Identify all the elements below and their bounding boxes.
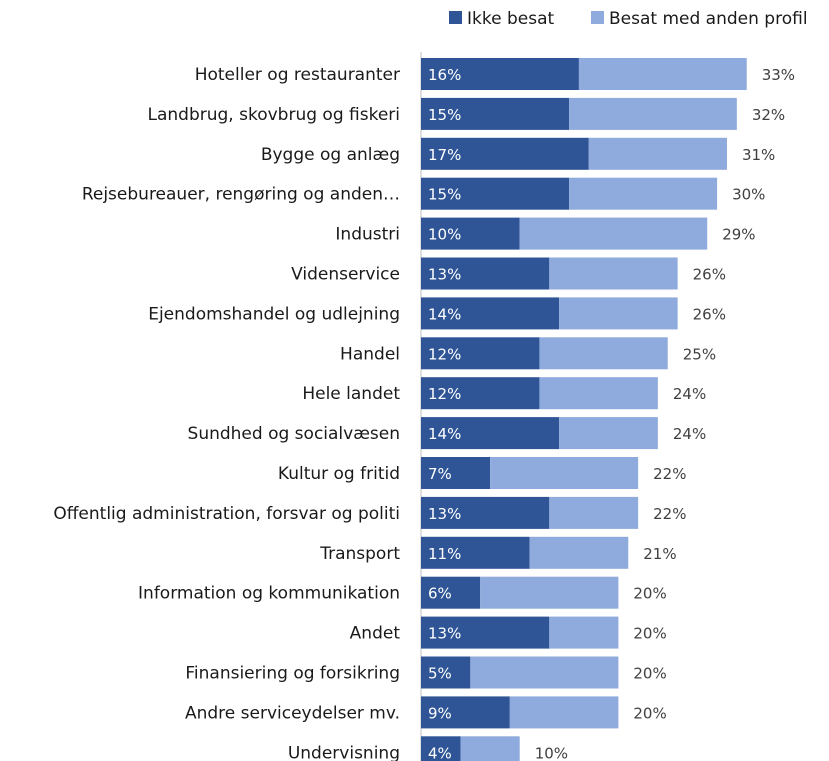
bar-anden-profil-hoteller-og-restauranter bbox=[578, 58, 747, 90]
bar-anden-profil-information-og-kommunikation bbox=[480, 576, 619, 609]
data-label-ikke-besat-undervisning: 4% bbox=[428, 744, 452, 761]
legend: Ikke besat Besat med anden profil bbox=[449, 9, 808, 29]
data-label-ikke-besat-videnservice: 13% bbox=[428, 266, 461, 284]
data-label-total-finansiering-og-forsikring: 20% bbox=[633, 665, 666, 683]
bar-ikke-besat-videnservice bbox=[421, 257, 550, 290]
bar-anden-profil-hele-landet bbox=[539, 377, 658, 410]
data-label-ikke-besat-hoteller-og-restauranter: 16% bbox=[428, 66, 461, 84]
bar-ikke-besat-rejsebureauer-rengøring-og-anden bbox=[421, 177, 570, 210]
bar-anden-profil-handel bbox=[539, 337, 668, 370]
bar-anden-profil-ejendomshandel-og-udlejning bbox=[559, 297, 678, 330]
category-label-andre-serviceydelser-mv: Andre serviceydelser mv. bbox=[185, 703, 400, 723]
category-label-kultur-og-fritid: Kultur og fritid bbox=[278, 464, 400, 484]
bar-ikke-besat-andet bbox=[421, 616, 550, 649]
data-label-total-rejsebureauer-rengøring-og-anden: 30% bbox=[732, 186, 765, 204]
category-label-rejsebureauer-rengøring-og-anden: Rejsebureauer, rengøring og anden… bbox=[82, 185, 400, 205]
bar-anden-profil-sundhed-og-socialvæsen bbox=[559, 417, 658, 450]
category-label-information-og-kommunikation: Information og kommunikation bbox=[138, 584, 400, 604]
data-label-ikke-besat-bygge-og-anlæg: 17% bbox=[428, 146, 461, 164]
data-label-total-andre-serviceydelser-mv: 20% bbox=[633, 704, 666, 722]
legend-swatch-ikke-besat bbox=[449, 11, 462, 24]
bar-anden-profil-kultur-og-fritid bbox=[490, 457, 639, 489]
bar-ikke-besat-offentlig-administration-forsvar-og-politi bbox=[421, 496, 550, 529]
category-label-hoteller-og-restauranter: Hoteller og restauranter bbox=[195, 65, 400, 85]
data-label-total-hoteller-og-restauranter: 33% bbox=[762, 66, 795, 84]
bar-ikke-besat-undervisning bbox=[421, 736, 461, 761]
data-label-ikke-besat-transport: 11% bbox=[428, 545, 461, 563]
category-label-sundhed-og-socialvæsen: Sundhed og socialvæsen bbox=[188, 424, 400, 444]
bar-ikke-besat-finansiering-og-forsikring bbox=[421, 656, 471, 689]
bar-ikke-besat-information-og-kommunikation bbox=[421, 576, 481, 609]
data-label-total-andet: 20% bbox=[633, 625, 666, 643]
bar-ikke-besat-kultur-og-fritid bbox=[421, 457, 491, 489]
bar-anden-profil-industri bbox=[519, 217, 708, 250]
bars-group: Hoteller og restauranter 16% 33% Landbrug, … bbox=[53, 58, 795, 761]
bar-ikke-besat-transport bbox=[421, 536, 530, 569]
bar-anden-profil-andre-serviceydelser-mv bbox=[509, 696, 619, 729]
data-label-ikke-besat-industri: 10% bbox=[428, 226, 461, 244]
data-label-ikke-besat-kultur-og-fritid: 7% bbox=[428, 465, 452, 483]
bar-anden-profil-offentlig-administration-forsvar-og-politi bbox=[549, 496, 639, 529]
bar-anden-profil-landbrug-skovbrug-og-fiskeri bbox=[569, 97, 737, 130]
data-label-total-transport: 21% bbox=[643, 545, 676, 563]
legend-label-ikke-besat: Ikke besat bbox=[467, 9, 554, 29]
data-label-total-kultur-og-fritid: 22% bbox=[653, 465, 686, 483]
data-label-total-hele-landet: 24% bbox=[673, 385, 706, 403]
data-label-ikke-besat-offentlig-administration-forsvar-og-politi: 13% bbox=[428, 505, 461, 523]
bar-ikke-besat-ejendomshandel-og-udlejning bbox=[421, 297, 560, 330]
bar-anden-profil-undervisning bbox=[460, 736, 520, 761]
data-label-ikke-besat-handel: 12% bbox=[428, 345, 461, 363]
bar-ikke-besat-handel bbox=[421, 337, 540, 370]
data-label-total-ejendomshandel-og-udlejning: 26% bbox=[693, 305, 726, 323]
category-label-offentlig-administration-forsvar-og-politi: Offentlig administration, forsvar og pol… bbox=[53, 504, 400, 524]
category-label-ejendomshandel-og-udlejning: Ejendomshandel og udlejning bbox=[148, 304, 400, 324]
data-label-total-videnservice: 26% bbox=[693, 266, 726, 284]
data-label-ikke-besat-finansiering-og-forsikring: 5% bbox=[428, 665, 452, 683]
data-label-total-undervisning: 10% bbox=[535, 744, 568, 761]
category-label-finansiering-og-forsikring: Finansiering og forsikring bbox=[185, 664, 400, 684]
category-label-industri: Industri bbox=[335, 225, 400, 245]
data-label-total-bygge-og-anlæg: 31% bbox=[742, 146, 775, 164]
data-label-ikke-besat-andet: 13% bbox=[428, 625, 461, 643]
data-label-total-offentlig-administration-forsvar-og-politi: 22% bbox=[653, 505, 686, 523]
data-label-total-landbrug-skovbrug-og-fiskeri: 32% bbox=[752, 106, 785, 124]
bar-ikke-besat-bygge-og-anlæg bbox=[421, 137, 589, 170]
category-label-hele-landet: Hele landet bbox=[302, 384, 400, 404]
bar-anden-profil-rejsebureauer-rengøring-og-anden bbox=[569, 177, 718, 210]
category-label-transport: Transport bbox=[319, 544, 400, 564]
data-label-ikke-besat-landbrug-skovbrug-og-fiskeri: 15% bbox=[428, 106, 461, 124]
data-label-ikke-besat-ejendomshandel-og-udlejning: 14% bbox=[428, 305, 461, 323]
bar-ikke-besat-hele-landet bbox=[421, 377, 540, 410]
bar-anden-profil-transport bbox=[529, 536, 629, 569]
data-label-ikke-besat-andre-serviceydelser-mv: 9% bbox=[428, 704, 452, 722]
bar-ikke-besat-andre-serviceydelser-mv bbox=[421, 696, 510, 729]
bar-ikke-besat-industri bbox=[421, 217, 520, 250]
bar-anden-profil-andet bbox=[549, 616, 619, 649]
data-label-ikke-besat-rejsebureauer-rengøring-og-anden: 15% bbox=[428, 186, 461, 204]
bar-anden-profil-finansiering-og-forsikring bbox=[470, 656, 619, 689]
bar-ikke-besat-hoteller-og-restauranter bbox=[421, 58, 579, 90]
data-label-total-information-og-kommunikation: 20% bbox=[633, 585, 666, 603]
bar-ikke-besat-landbrug-skovbrug-og-fiskeri bbox=[421, 97, 570, 130]
legend-swatch-besat-med-anden-profil bbox=[591, 11, 604, 24]
category-label-andet: Andet bbox=[350, 624, 401, 644]
bar-ikke-besat-sundhed-og-socialvæsen bbox=[421, 417, 560, 450]
data-label-total-sundhed-og-socialvæsen: 24% bbox=[673, 425, 706, 443]
data-label-total-industri: 29% bbox=[722, 226, 755, 244]
category-label-bygge-og-anlæg: Bygge og anlæg bbox=[261, 145, 400, 165]
data-label-ikke-besat-sundhed-og-socialvæsen: 14% bbox=[428, 425, 461, 443]
category-label-handel: Handel bbox=[340, 344, 400, 364]
bar-anden-profil-videnservice bbox=[549, 257, 678, 290]
data-label-ikke-besat-information-og-kommunikation: 6% bbox=[428, 585, 452, 603]
category-label-undervisning: Undervisning bbox=[288, 743, 400, 761]
data-label-ikke-besat-hele-landet: 12% bbox=[428, 385, 461, 403]
legend-label-besat-med-anden-profil: Besat med anden profil bbox=[609, 9, 808, 29]
data-label-total-handel: 25% bbox=[683, 345, 716, 363]
category-label-videnservice: Videnservice bbox=[291, 265, 400, 285]
bar-anden-profil-bygge-og-anlæg bbox=[588, 137, 727, 170]
category-label-landbrug-skovbrug-og-fiskeri: Landbrug, skovbrug og fiskeri bbox=[148, 105, 401, 125]
